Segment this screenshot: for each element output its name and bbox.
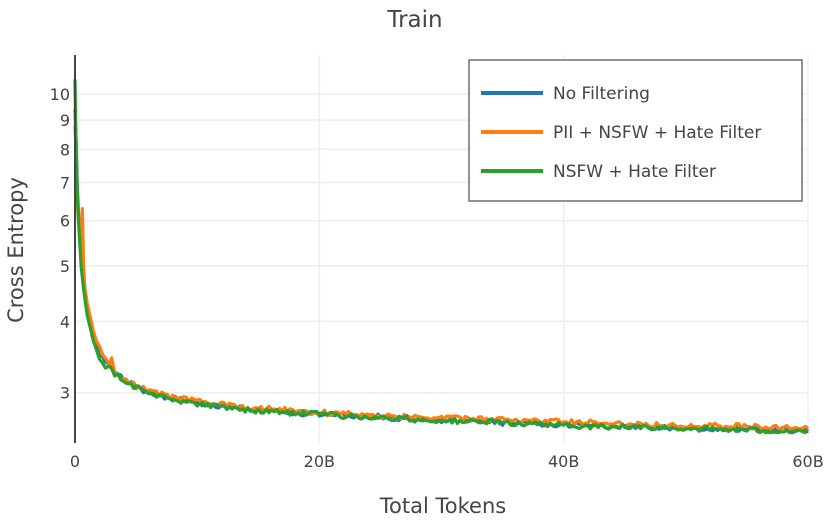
legend-label: PII + NSFW + Hate Filter xyxy=(553,123,761,143)
series-line xyxy=(73,79,809,435)
y-tick-label: 4 xyxy=(60,312,70,331)
x-tick-label: 40B xyxy=(548,452,579,471)
x-tick-label: 60B xyxy=(792,452,823,471)
y-axis-title: Cross Entropy xyxy=(4,177,28,323)
y-tick-label: 10 xyxy=(50,85,70,104)
chart-title: Train xyxy=(386,7,442,33)
x-tick-label: 0 xyxy=(70,452,80,471)
y-axis-ticks: 3 4 5 6 7 8 9 10 xyxy=(50,85,70,403)
y-tick-label: 9 xyxy=(60,111,70,130)
y-tick-label: 8 xyxy=(60,140,70,159)
y-tick-label: 3 xyxy=(60,384,70,403)
legend-label: No Filtering xyxy=(553,84,650,104)
x-axis-ticks: 0 20B 40B 60B xyxy=(70,452,824,471)
series-lines xyxy=(73,79,810,435)
legend-label: NSFW + Hate Filter xyxy=(553,162,716,182)
x-tick-label: 20B xyxy=(304,452,335,471)
y-tick-label: 5 xyxy=(60,257,70,276)
y-tick-label: 6 xyxy=(60,212,70,231)
legend: No Filtering PII + NSFW + Hate Filter NSFW… xyxy=(468,59,803,202)
x-axis-title: Total Tokens xyxy=(379,494,506,518)
y-tick-label: 7 xyxy=(60,173,70,192)
series-line xyxy=(73,125,809,431)
